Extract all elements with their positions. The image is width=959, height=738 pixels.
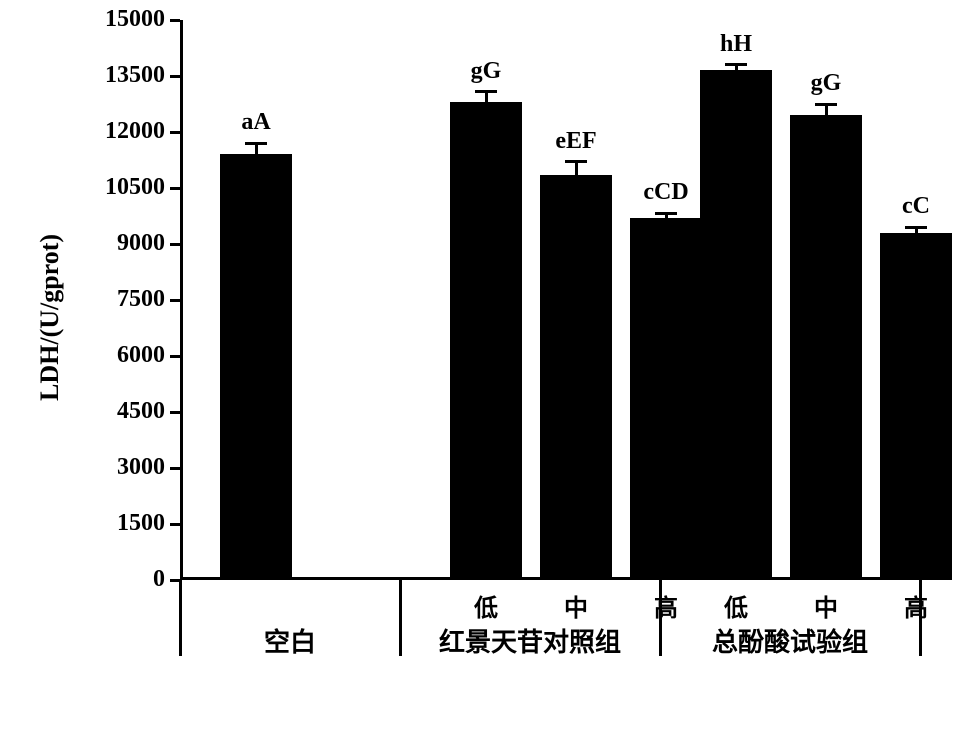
bar-significance-label: cC [871, 193, 959, 220]
y-tick-label: 10500 [75, 174, 165, 201]
y-tick-label: 4500 [75, 398, 165, 425]
y-tick [170, 467, 180, 470]
y-tick-label: 3000 [75, 454, 165, 481]
bar [540, 175, 612, 580]
error-bar-cap [475, 90, 497, 93]
y-tick [170, 299, 180, 302]
x-dose-label: 中 [786, 588, 866, 623]
error-bar-cap [565, 160, 587, 163]
error-bar-stem [825, 104, 828, 115]
bar-significance-label: gG [781, 70, 871, 97]
bar-significance-label: eEF [531, 128, 621, 155]
y-tick-label: 0 [75, 566, 165, 593]
y-tick-label: 9000 [75, 230, 165, 257]
x-group-label: 总酚酸试验组 [660, 622, 920, 659]
x-group-tick-short [179, 580, 182, 614]
y-tick-label: 1500 [75, 510, 165, 537]
error-bar-cap [905, 226, 927, 229]
y-tick-label: 13500 [75, 62, 165, 89]
error-bar-cap [815, 103, 837, 106]
error-bar-cap [655, 212, 677, 215]
y-tick [170, 355, 180, 358]
y-tick [170, 131, 180, 134]
y-tick [170, 75, 180, 78]
y-tick [170, 523, 180, 526]
x-dose-label: 中 [536, 588, 616, 623]
x-group-tick-short [399, 580, 402, 614]
error-bar-stem [575, 162, 578, 175]
y-tick-label: 15000 [75, 6, 165, 33]
y-tick-label: 6000 [75, 342, 165, 369]
x-group-label: 空白 [160, 622, 420, 659]
bar-significance-label: cCD [621, 179, 711, 206]
x-dose-label: 高 [876, 588, 956, 623]
ldh-bar-chart: LDH/(U/gprot) 0 1500 3000 4500 6000 7500 9000 1… [0, 0, 959, 738]
error-bar-cap [725, 63, 747, 66]
bar-significance-label: aA [211, 109, 301, 136]
bar-significance-label: gG [441, 58, 531, 85]
y-tick [170, 19, 180, 22]
y-tick [170, 411, 180, 414]
bar [630, 218, 702, 580]
bar [880, 233, 952, 580]
x-dose-label: 低 [696, 588, 776, 623]
bar [700, 70, 772, 580]
y-tick-label: 12000 [75, 118, 165, 145]
x-group-label: 红景天苷对照组 [400, 622, 660, 659]
y-tick [170, 243, 180, 246]
bar [790, 115, 862, 580]
y-axis-label: LDH/(U/gprot) [35, 234, 65, 401]
x-group-tick-short [659, 580, 662, 614]
error-bar-cap [245, 142, 267, 145]
x-dose-label: 低 [446, 588, 526, 623]
y-tick-label: 7500 [75, 286, 165, 313]
bar [220, 154, 292, 580]
x-group-tick-short [919, 580, 922, 614]
error-bar-stem [485, 92, 488, 102]
bar-significance-label: hH [691, 31, 781, 58]
x-dose-label: 高 [626, 588, 706, 623]
y-tick [170, 187, 180, 190]
error-bar-stem [255, 143, 258, 154]
bar [450, 102, 522, 580]
